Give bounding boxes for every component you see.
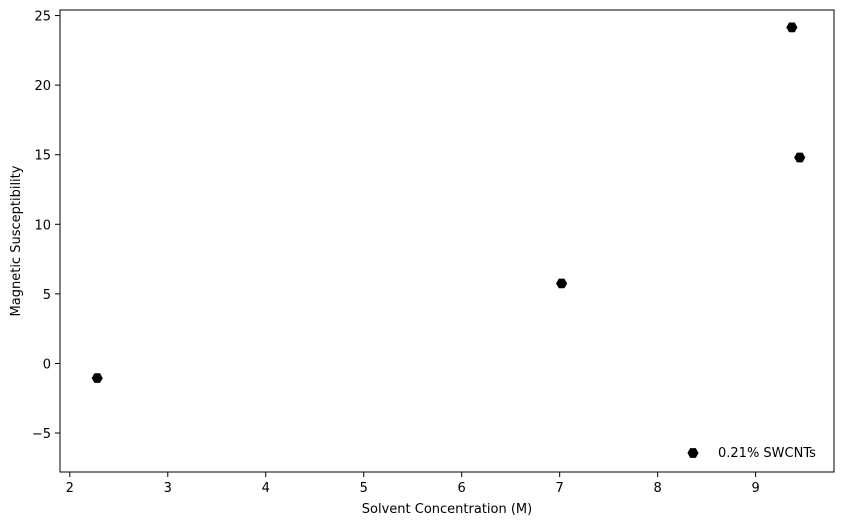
x-tick-label: 6	[458, 481, 466, 496]
data-point	[91, 373, 103, 383]
y-tick-label: −5	[32, 427, 51, 442]
x-tick-label: 9	[751, 481, 759, 496]
y-tick-label: 20	[34, 79, 51, 94]
x-tick-label: 3	[164, 481, 172, 496]
x-tick-label: 2	[66, 481, 74, 496]
legend-label-0: 0.21% SWCNTs	[718, 446, 816, 461]
y-tick-label: 10	[34, 218, 51, 233]
x-axis-label: Solvent Concentration (M)	[362, 502, 532, 517]
data-points	[91, 22, 806, 383]
data-point	[556, 278, 568, 289]
y-tick-label: 15	[34, 149, 51, 164]
plot-frame	[59, 9, 835, 473]
legend-marker-hexagon	[687, 448, 699, 458]
data-point	[794, 152, 806, 163]
y-axis-label: Magnetic Susceptibility	[9, 165, 24, 316]
data-point	[786, 22, 798, 33]
legend-marker-0	[687, 448, 699, 458]
x-axis: 2 3 4 5 6 7 8 9	[66, 472, 760, 496]
x-tick-label: 8	[654, 481, 662, 496]
x-tick-label: 4	[262, 481, 270, 496]
x-tick-label: 7	[556, 481, 564, 496]
y-tick-label: 5	[43, 288, 51, 303]
y-tick-label: 25	[34, 10, 51, 25]
legend: 0.21% SWCNTs	[687, 446, 816, 461]
y-tick-label: 0	[43, 357, 51, 372]
y-axis: −5 0 5 10 15 20 25	[32, 10, 60, 442]
x-tick-label: 5	[360, 481, 368, 496]
